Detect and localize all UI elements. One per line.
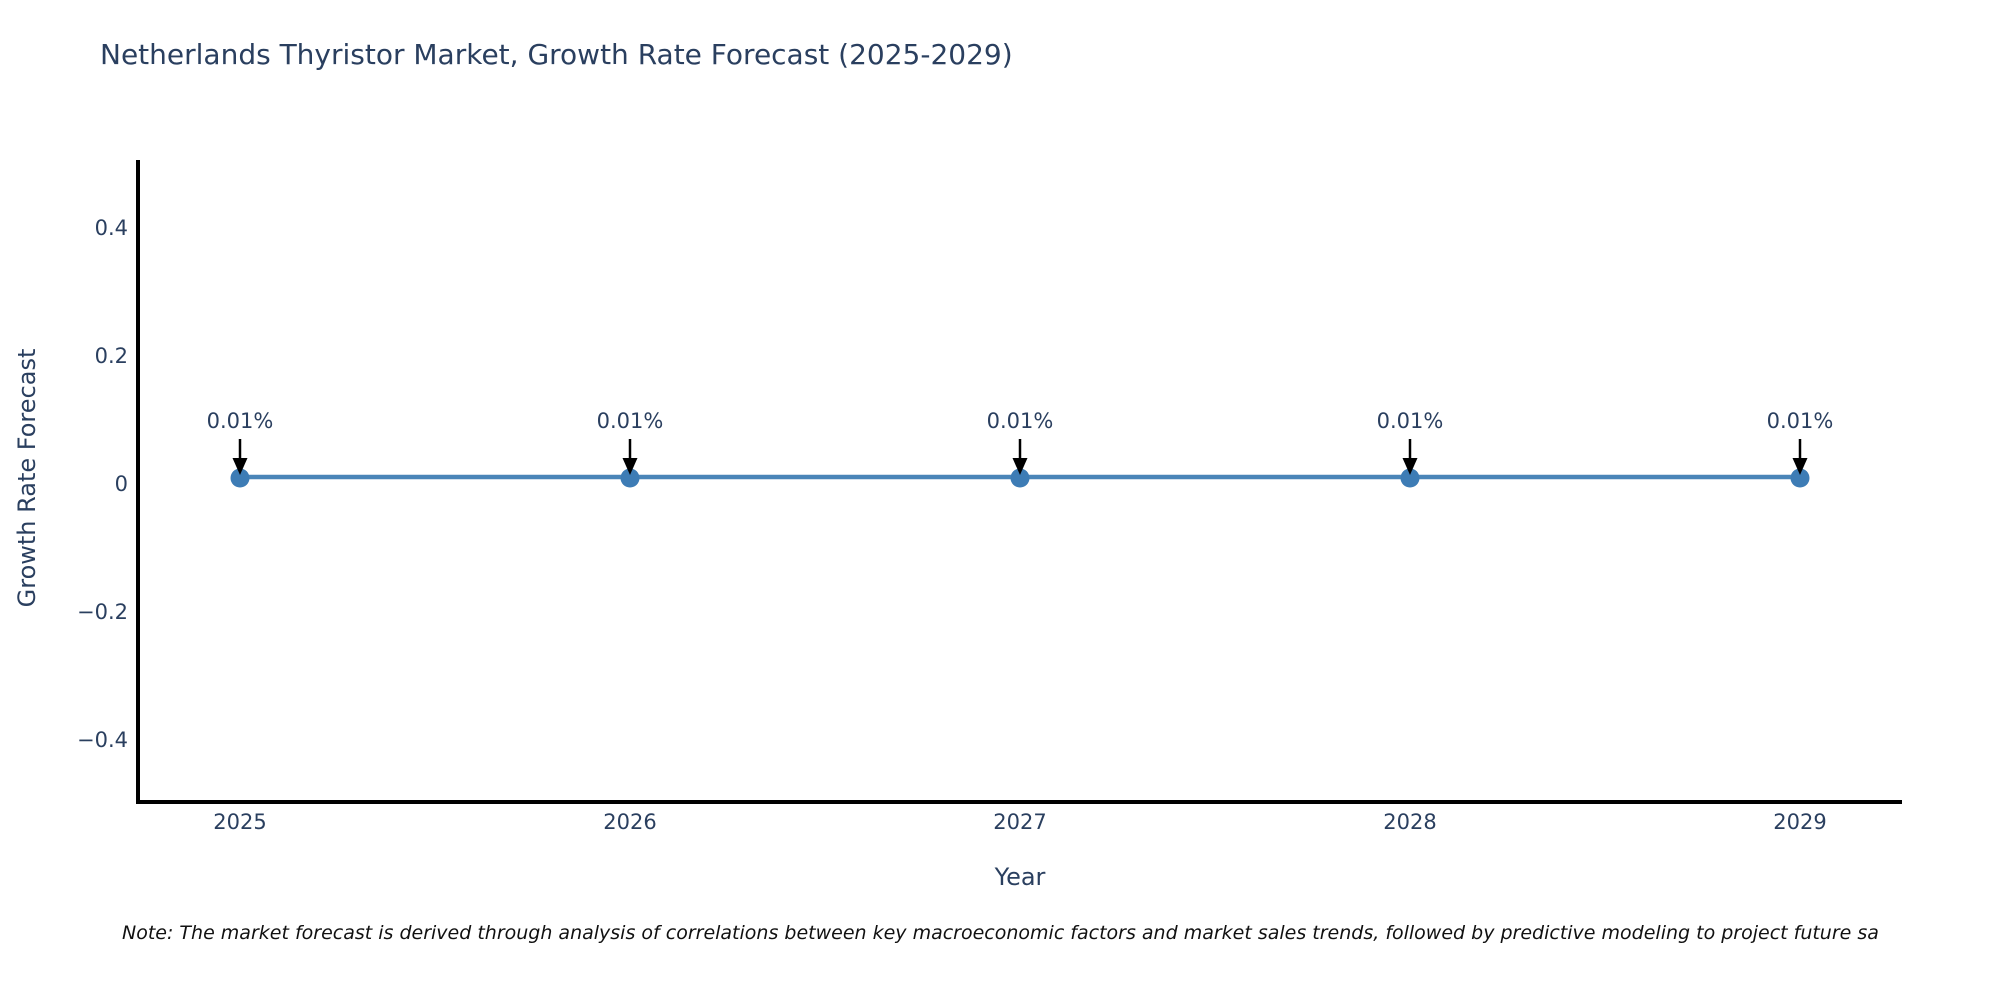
x-tick-label: 2027 xyxy=(993,810,1047,834)
x-tick-label: 2029 xyxy=(1773,810,1827,834)
y-tick-label: −0.2 xyxy=(77,600,128,624)
annotation-arrow-head xyxy=(1402,458,1418,475)
x-tick-label: 2025 xyxy=(213,810,267,834)
data-label: 0.01% xyxy=(1376,409,1444,433)
data-label: 0.01% xyxy=(986,409,1054,433)
data-point-marker xyxy=(1010,468,1030,488)
annotation-arrow-head xyxy=(1792,458,1808,475)
data-point-marker xyxy=(1790,468,1810,488)
x-axis-title: Year xyxy=(994,863,1046,891)
data-point-marker xyxy=(230,468,250,488)
data-point-marker xyxy=(1400,468,1420,488)
x-tick-label: 2028 xyxy=(1383,810,1437,834)
data-point-marker xyxy=(620,468,640,488)
annotation-arrow-head xyxy=(232,458,248,475)
y-tick-label: −0.4 xyxy=(77,728,128,752)
y-tick-label: 0.2 xyxy=(94,344,128,368)
data-label: 0.01% xyxy=(206,409,274,433)
x-tick-label: 2026 xyxy=(603,810,657,834)
y-tick-label: 0 xyxy=(114,472,128,496)
annotation-arrow-head xyxy=(1012,458,1028,475)
data-label: 0.01% xyxy=(1766,409,1834,433)
plot-area xyxy=(136,160,1902,804)
y-tick-label: 0.4 xyxy=(94,216,128,240)
chart-title: Netherlands Thyristor Market, Growth Rat… xyxy=(100,38,1013,71)
footnote: Note: The market forecast is derived thr… xyxy=(122,922,1879,944)
data-label: 0.01% xyxy=(596,409,664,433)
annotation-arrow-head xyxy=(622,458,638,475)
